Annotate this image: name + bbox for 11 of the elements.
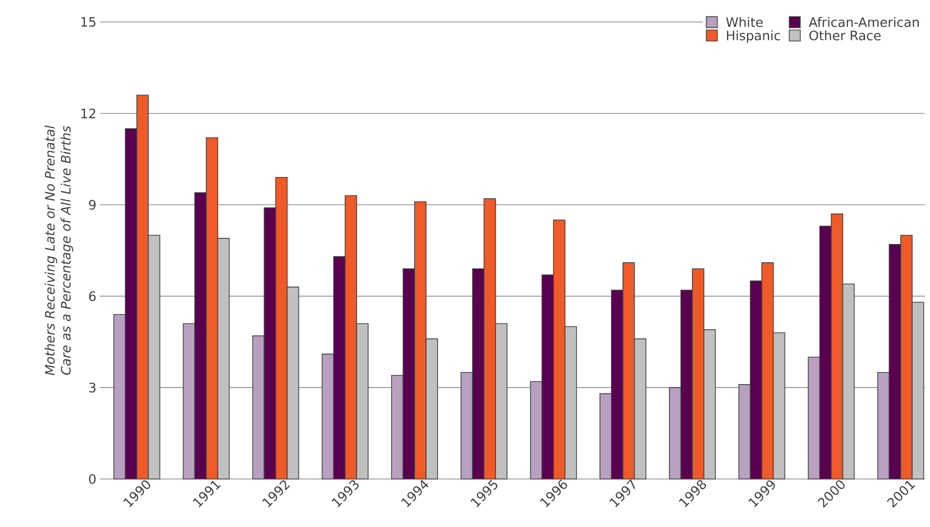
y-tick-label: 12 — [81, 108, 96, 118]
legend-label: African-American — [808, 17, 919, 28]
y-tick-label: 6 — [89, 291, 96, 302]
y-tick-label: 9 — [89, 200, 96, 210]
y-tick-label: 15 — [81, 17, 96, 27]
legend-label: White — [726, 17, 763, 28]
legend-label: Hispanic — [726, 30, 780, 43]
y-axis-title: Mothers Receiving Late or No Prenatal Care as a Percentage of All Live Births — [44, 125, 74, 376]
y-tick-label: 3 — [89, 382, 96, 392]
legend-label: Other Race — [809, 30, 881, 40]
y-tick-label: 0 — [89, 474, 96, 484]
